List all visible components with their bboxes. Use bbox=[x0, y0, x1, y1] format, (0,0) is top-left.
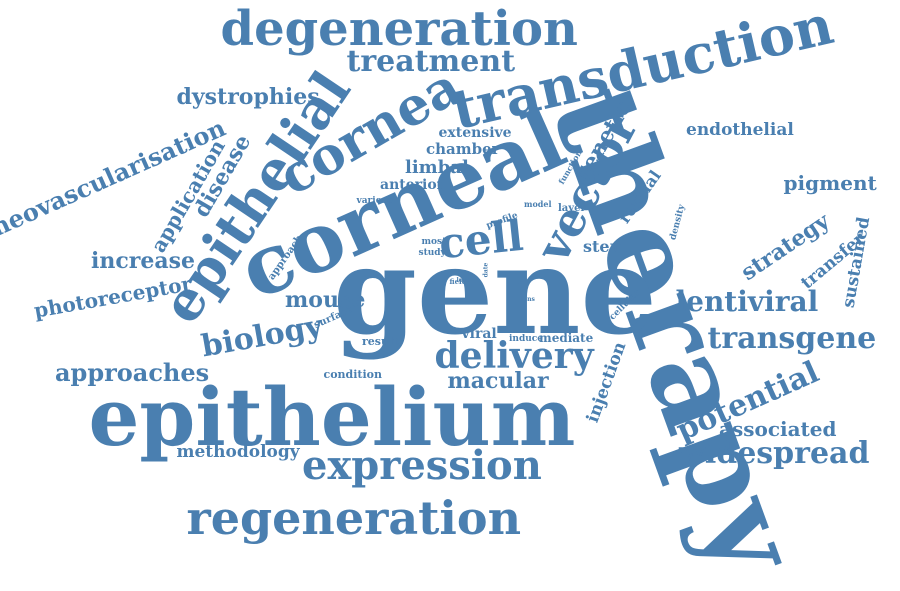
w-dystrophies: dystrophies bbox=[176, 84, 320, 110]
w-most: most bbox=[421, 236, 447, 247]
w-model: model bbox=[524, 199, 552, 209]
w-treatment: treatment bbox=[346, 44, 516, 79]
w-sustained: sustained bbox=[838, 214, 875, 309]
w-work: work bbox=[517, 279, 525, 297]
w-result: result bbox=[362, 334, 399, 348]
w-increase: increase bbox=[91, 248, 195, 274]
word-cloud: therapy gene epithelium corneal transduction… bbox=[0, 0, 877, 591]
w-lens: lens bbox=[521, 296, 535, 303]
w-extensive: extensive bbox=[438, 125, 512, 141]
w-date: date bbox=[481, 262, 489, 278]
w-epithelium: epithelium bbox=[88, 370, 576, 464]
w-endothelial: endothelial bbox=[686, 119, 794, 140]
w-various: various bbox=[356, 195, 394, 206]
w-mouse: mouse bbox=[285, 287, 366, 313]
w-field: field bbox=[449, 276, 467, 286]
w-chamber: chamber bbox=[426, 139, 500, 158]
w-regeneration: regeneration bbox=[186, 491, 522, 545]
w-study: study bbox=[418, 247, 446, 258]
w-viral: viral bbox=[461, 326, 497, 342]
w-induce: induce bbox=[509, 333, 544, 344]
w-gene: gene bbox=[333, 221, 657, 362]
w-anterior: anterior bbox=[380, 177, 445, 193]
w-pigment: pigment bbox=[783, 171, 877, 195]
w-photoreceptor: photoreceptor bbox=[32, 271, 194, 323]
w-loss: loss bbox=[456, 277, 470, 284]
w-layer: layer bbox=[558, 203, 586, 214]
w-stem: stem bbox=[583, 237, 627, 256]
w-condition: condition bbox=[323, 367, 383, 381]
w-degeneration: degeneration bbox=[220, 1, 578, 57]
w-associated: associated bbox=[719, 417, 837, 441]
w-limbal: limbal bbox=[405, 157, 469, 178]
w-mediate: mediate bbox=[539, 331, 594, 345]
w-methodology: methodology bbox=[176, 441, 300, 462]
w-approaches: approaches bbox=[55, 358, 210, 387]
w-delivery: delivery bbox=[434, 335, 594, 377]
w-biology: biology bbox=[198, 308, 326, 365]
w-lentiviral: lentiviral bbox=[675, 285, 819, 318]
w-macular: macular bbox=[447, 368, 549, 394]
w-transgene: transgene bbox=[707, 321, 877, 356]
w-expression: expression bbox=[302, 442, 542, 489]
w-widespread: widespread bbox=[679, 436, 870, 471]
